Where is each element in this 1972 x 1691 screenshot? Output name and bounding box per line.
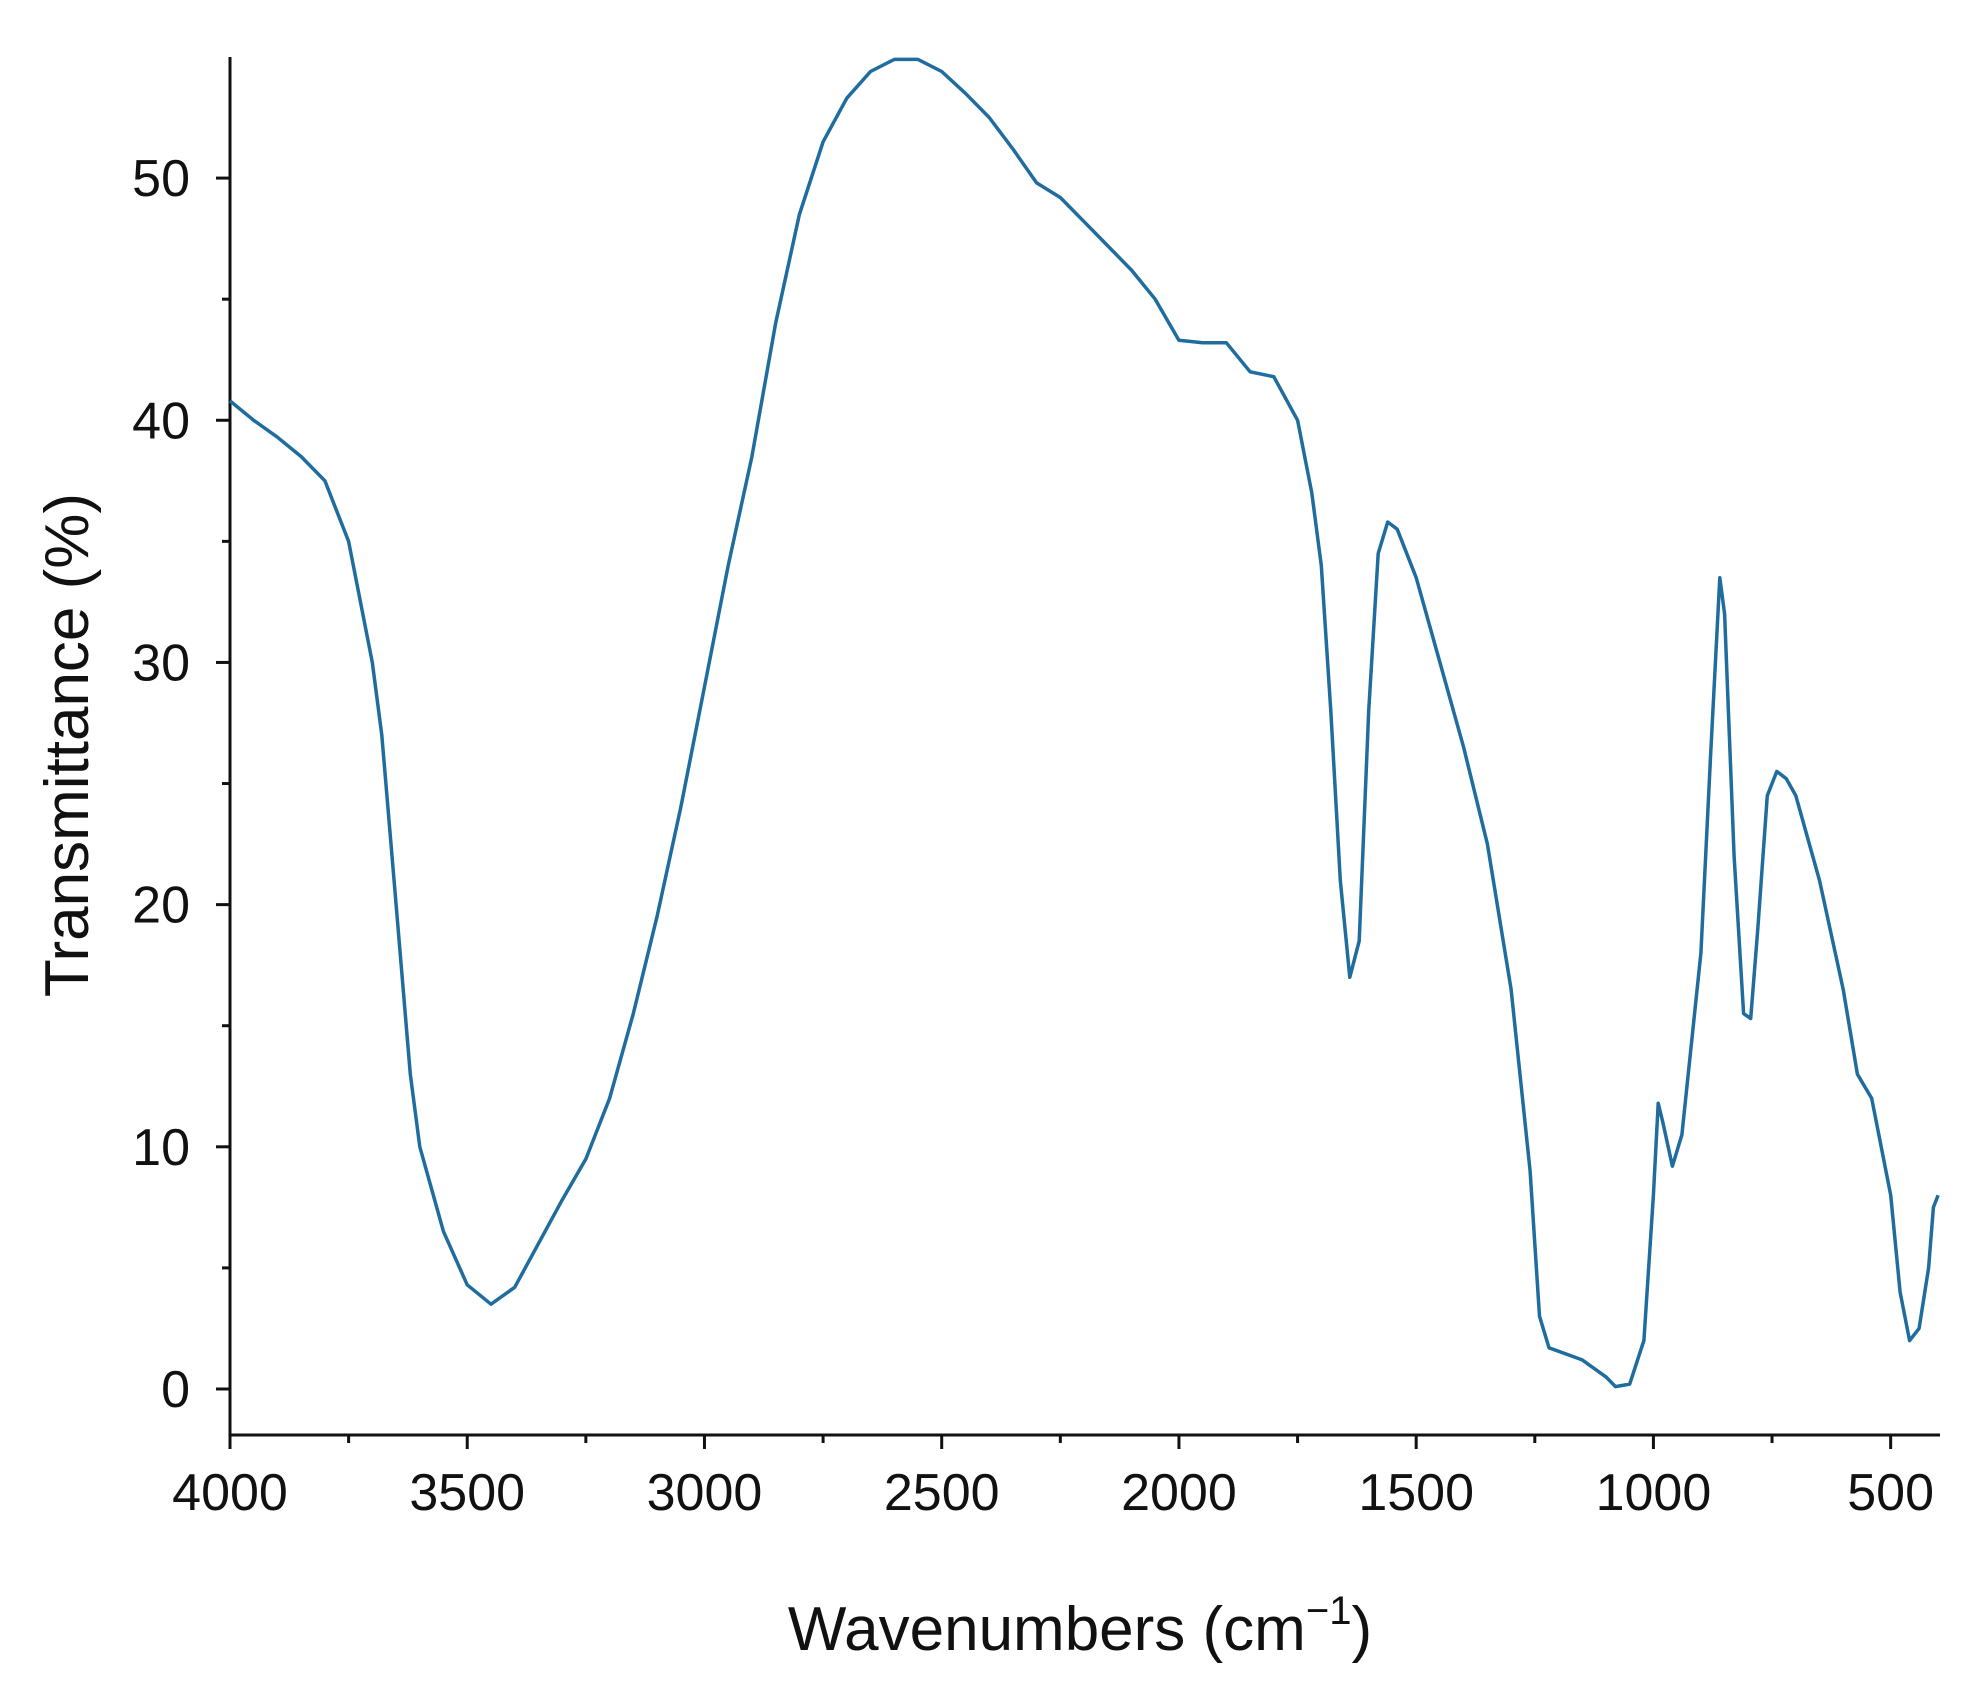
spectrum-line bbox=[228, 57, 1940, 1389]
y-tick-label: 50 bbox=[132, 150, 190, 208]
y-tick-label: 40 bbox=[132, 392, 190, 450]
x-tick-label: 1000 bbox=[1596, 1464, 1712, 1522]
x-label-superscript: −1 bbox=[1306, 1589, 1352, 1633]
x-axis-label: Wavenumbers (cm−1) bbox=[788, 1589, 1372, 1664]
x-tick-label: 2500 bbox=[884, 1464, 1000, 1522]
y-tick-label: 20 bbox=[132, 877, 190, 935]
x-label-text: Wavenumbers (cm bbox=[788, 1595, 1306, 1664]
x-label-end: ) bbox=[1351, 1595, 1372, 1664]
x-tick-label: 4000 bbox=[172, 1464, 288, 1522]
y-tick-label: 10 bbox=[132, 1119, 190, 1177]
y-axis-label: Transmittance (%) bbox=[33, 493, 102, 997]
x-tick-label: 2000 bbox=[1121, 1464, 1237, 1522]
y-tick-label: 30 bbox=[132, 634, 190, 692]
x-tick-label: 500 bbox=[1847, 1464, 1934, 1522]
x-tick-label: 3000 bbox=[647, 1464, 763, 1522]
x-tick-label: 1500 bbox=[1358, 1464, 1474, 1522]
x-tick-label: 3500 bbox=[409, 1464, 525, 1522]
y-tick-label: 0 bbox=[161, 1361, 190, 1419]
